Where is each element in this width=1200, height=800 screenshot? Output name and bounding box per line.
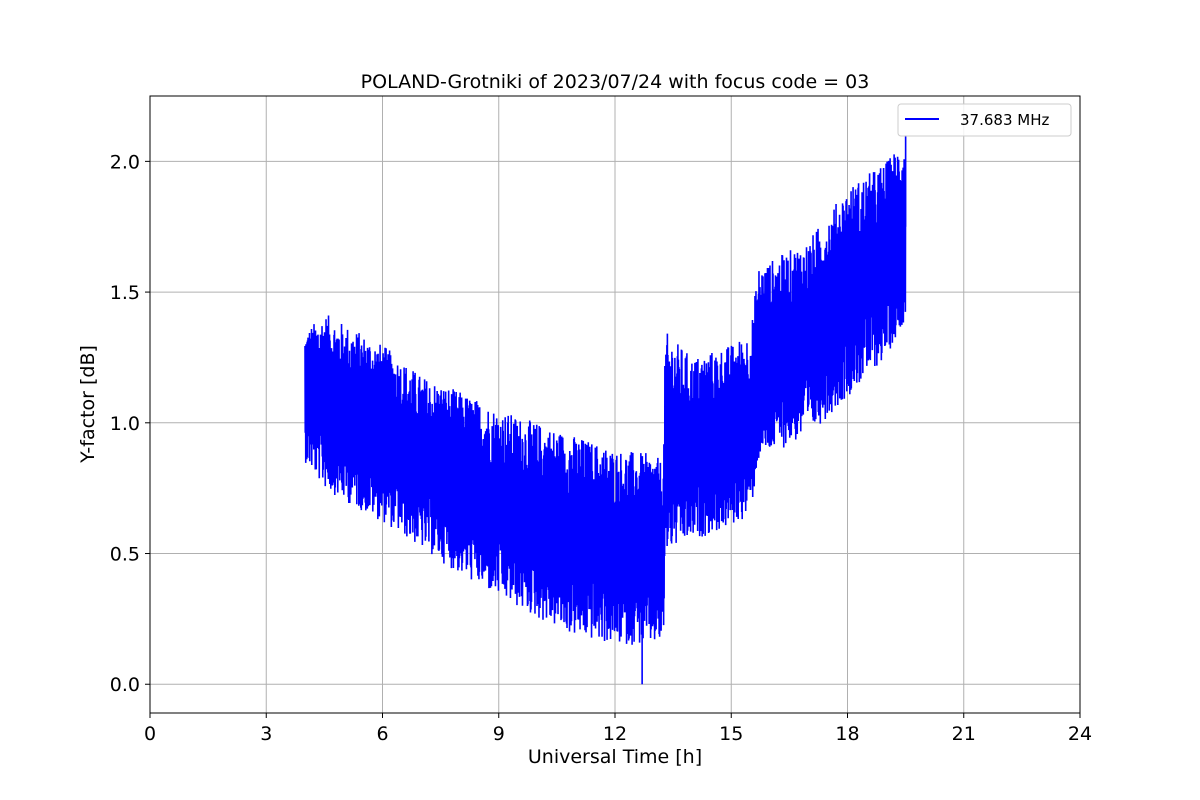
series-line <box>304 135 907 685</box>
series-layer <box>304 135 907 685</box>
legend-box <box>897 103 1072 137</box>
y-axis-ticks: 0.0 0.5 1.0 1.5 2.0 <box>110 151 150 696</box>
x-tick-label: 9 <box>493 723 505 745</box>
y-tick-label: 0.0 <box>110 674 140 696</box>
x-axis-label: Universal Time [h] <box>528 746 702 768</box>
x-tick-label: 0 <box>144 723 156 745</box>
legend: 37.683 MHz <box>897 103 1072 137</box>
x-tick-label: 21 <box>952 723 976 745</box>
x-tick-label: 12 <box>603 723 627 745</box>
chart-title: POLAND-Grotniki of 2023/07/24 with focus… <box>361 71 870 93</box>
x-tick-label: 18 <box>835 723 859 745</box>
y-tick-label: 0.5 <box>110 544 140 566</box>
y-tick-label: 1.5 <box>110 282 140 304</box>
x-axis-ticks: 0 3 6 9 12 15 18 21 24 <box>144 713 1092 745</box>
y-axis-label: Y-factor [dB] <box>77 345 99 464</box>
x-tick-label: 3 <box>260 723 272 745</box>
y-tick-label: 1.0 <box>110 413 140 435</box>
x-tick-label: 24 <box>1068 723 1092 745</box>
legend-entry-label: 37.683 MHz <box>960 111 1049 129</box>
x-tick-label: 6 <box>376 723 388 745</box>
x-tick-label: 15 <box>719 723 743 745</box>
y-tick-label: 2.0 <box>110 151 140 173</box>
